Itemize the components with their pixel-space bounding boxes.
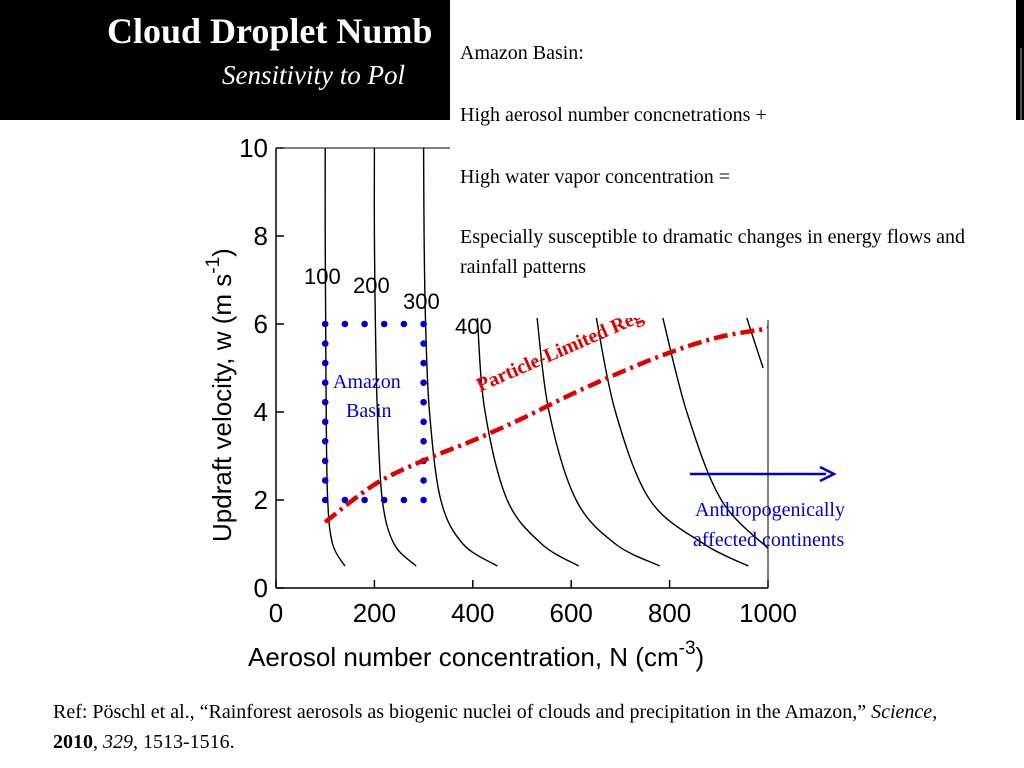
amazon-box-dot — [361, 320, 368, 328]
note-line-4: Especially susceptible to dramatic chang… — [460, 226, 966, 278]
y-tick-label: 4 — [254, 397, 268, 427]
amazon-box-dot — [400, 496, 408, 504]
reference-volume: 329 — [103, 731, 133, 753]
note-line-3: High water vapor concentration = — [460, 166, 731, 188]
amazon-box-dot — [321, 457, 329, 465]
x-tick-label: 600 — [550, 598, 593, 628]
amazon-box-dot — [400, 320, 408, 328]
contour-line — [661, 315, 769, 549]
contour-label-300: 300 — [403, 289, 440, 314]
amazon-label-line1: Amazon — [333, 371, 401, 393]
amazon-label-line2: Basin — [346, 400, 392, 422]
y-axis-title-sup: -1 — [203, 257, 224, 274]
amazon-box-dot — [321, 379, 329, 387]
y-axis-title-main: Updraft velocity, w (m s — [207, 274, 237, 542]
x-axis-title: Aerosol number concentration, N (cm-3) — [248, 638, 704, 672]
x-tick-label: 400 — [451, 598, 494, 628]
amazon-box-dot — [321, 418, 329, 426]
amazon-box-dot — [420, 340, 427, 347]
amazon-box-dot — [341, 496, 349, 504]
regime-line — [323, 326, 769, 524]
amazon-box-dot — [420, 496, 427, 504]
amazon-box-dot — [361, 496, 368, 504]
contour-line — [536, 315, 661, 567]
amazon-box-dot — [321, 340, 329, 347]
x-tick-label: 0 — [269, 598, 283, 628]
particle-limited-regime — [323, 326, 769, 524]
y-tick-label: 10 — [239, 133, 268, 163]
amazon-box-dot — [420, 438, 427, 445]
slide-title: Cloud Droplet Numb — [107, 11, 433, 51]
amazon-box-dot — [321, 438, 329, 445]
x-axis-title-sup: -3 — [679, 638, 696, 659]
reference-pages: , 1513-1516. — [133, 731, 235, 753]
amazon-box-dot — [380, 320, 388, 328]
y-tick-label: 8 — [254, 221, 268, 251]
contour-label-100: 100 — [304, 264, 341, 289]
y-tick-label: 0 — [254, 573, 268, 603]
contour-line — [595, 315, 749, 567]
y-tick-label: 6 — [254, 309, 268, 339]
reference-prefix: Ref: Pöschl et al., “Rainforest aerosols… — [53, 701, 872, 723]
contour-line — [745, 314, 764, 369]
amazon-box-dot — [420, 418, 427, 426]
note-line-1: Amazon Basin: — [460, 42, 584, 64]
amazon-box-dot — [380, 496, 388, 504]
amazon-box-dot — [321, 359, 329, 367]
reference-sep2: , — [93, 731, 103, 753]
x-axis-title-main: Aerosol number concentration, N (cm — [248, 642, 679, 672]
contour-line — [373, 147, 417, 567]
amazon-box-dot — [420, 379, 427, 387]
contour-label-200: 200 — [353, 273, 390, 298]
reference-sep1: , — [932, 701, 938, 723]
amazon-box-dot — [420, 359, 427, 367]
amazon-box-dot — [321, 320, 329, 328]
x-axis-title-end: ) — [696, 642, 705, 672]
amazon-box-dot — [420, 477, 427, 484]
y-tick-label: 2 — [254, 485, 268, 515]
arrow-label-line2: affected continents — [693, 529, 844, 551]
contour-line — [422, 147, 498, 567]
amazon-box-dot — [341, 320, 349, 328]
note-box: Amazon Basin: High aerosol number concne… — [450, 0, 1016, 318]
arrow-label-line1: Anthropogenically — [695, 499, 845, 521]
right-edge-line — [1020, 48, 1022, 120]
amazon-box-dot — [321, 398, 329, 406]
amazon-basin-box — [321, 320, 427, 504]
amazon-box-dot — [420, 320, 427, 328]
y-axis-title-end: ) — [207, 248, 237, 257]
amazon-box-dot — [321, 477, 329, 484]
reference-journal: Science — [871, 701, 933, 723]
note-line-2: High aerosol number concnetrations + — [460, 104, 767, 126]
slide-subtitle: Sensitivity to Pol — [222, 60, 405, 90]
anthropogenic-arrow — [690, 465, 837, 483]
amazon-box-dot — [420, 398, 427, 406]
x-tick-label: 1000 — [739, 598, 797, 628]
x-tick-label: 800 — [648, 598, 691, 628]
reference-citation: Ref: Pöschl et al., “Rainforest aerosols… — [53, 697, 983, 757]
amazon-box-dot — [321, 496, 329, 504]
arrow-head — [819, 465, 837, 483]
contour-label-400: 400 — [455, 314, 492, 339]
y-axis-title: Updraft velocity, w (m s-1) — [203, 248, 237, 542]
x-tick-label: 200 — [353, 598, 396, 628]
axis-ticks: 0 200 400 600 800 1000 0 2 4 6 8 10 — [239, 133, 797, 628]
reference-year: 2010 — [53, 731, 93, 753]
